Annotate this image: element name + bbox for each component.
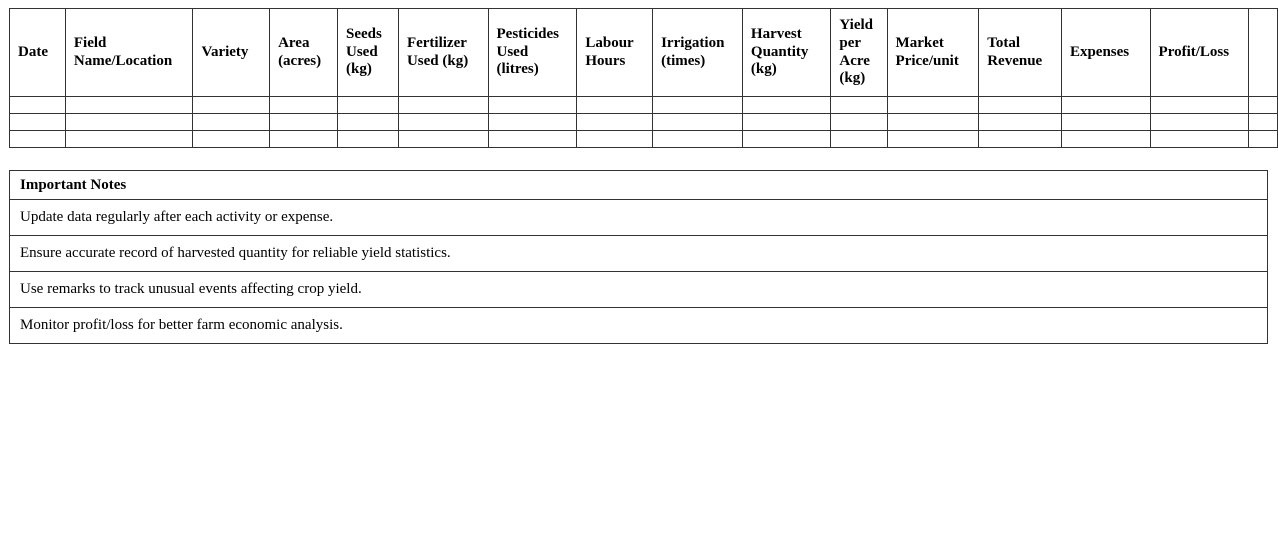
empty-data-cell xyxy=(1060,130,1151,148)
column-header-labour-hours: Labour Hours xyxy=(576,8,654,97)
empty-data-cell xyxy=(192,96,271,114)
column-header-clipped xyxy=(1248,8,1278,97)
column-header-total-revenue: Total Revenue xyxy=(978,8,1062,97)
record-table-row xyxy=(9,113,1278,131)
empty-data-cell xyxy=(1248,130,1278,148)
empty-data-cell xyxy=(652,130,743,148)
empty-data-cell xyxy=(978,113,1062,131)
empty-data-cell xyxy=(1149,130,1250,148)
empty-data-cell xyxy=(741,96,832,114)
record-table-row xyxy=(9,96,1278,114)
note-item-row: Ensure accurate record of harvested quan… xyxy=(9,235,1268,272)
empty-data-cell xyxy=(652,96,743,114)
notes-title-row: Important Notes xyxy=(9,170,1268,200)
empty-data-cell xyxy=(269,130,339,148)
empty-data-cell xyxy=(64,96,194,114)
empty-data-cell xyxy=(576,130,654,148)
empty-data-cell xyxy=(337,113,399,131)
column-header-profit-loss: Profit/Loss xyxy=(1149,8,1250,97)
empty-data-cell xyxy=(397,96,489,114)
empty-data-cell xyxy=(192,130,271,148)
empty-data-cell xyxy=(978,130,1062,148)
empty-data-cell xyxy=(741,130,832,148)
empty-data-cell xyxy=(337,130,399,148)
column-header-irrigation-times: Irrigation (times) xyxy=(652,8,743,97)
empty-data-cell xyxy=(1149,113,1250,131)
note-item-text: Update data regularly after each activit… xyxy=(9,199,1268,236)
empty-data-cell xyxy=(830,96,888,114)
note-item-text: Ensure accurate record of harvested quan… xyxy=(9,235,1268,272)
empty-data-cell xyxy=(192,113,271,131)
column-header-yield-per-acre-kg: Yield per Acre (kg) xyxy=(830,8,888,97)
empty-data-cell xyxy=(269,113,339,131)
column-header-seeds-used-kg: Seeds Used (kg) xyxy=(337,8,399,97)
empty-data-cell xyxy=(1060,113,1151,131)
empty-data-cell xyxy=(576,113,654,131)
empty-data-cell xyxy=(1060,96,1151,114)
empty-data-cell xyxy=(1149,96,1250,114)
note-item-row: Use remarks to track unusual events affe… xyxy=(9,271,1268,308)
empty-data-cell xyxy=(1248,96,1278,114)
empty-data-cell xyxy=(830,113,888,131)
empty-data-cell xyxy=(64,113,194,131)
empty-data-cell xyxy=(576,96,654,114)
notes-title: Important Notes xyxy=(9,170,1268,200)
column-header-harvest-quantity-kg: Harvest Quantity (kg) xyxy=(741,8,832,97)
important-notes-table: Important Notes Update data regularly af… xyxy=(9,170,1268,344)
empty-data-cell xyxy=(886,96,980,114)
column-header-field-name-location: Field Name/Location xyxy=(64,8,194,97)
empty-data-cell xyxy=(978,96,1062,114)
note-item-row: Update data regularly after each activit… xyxy=(9,199,1268,236)
empty-data-cell xyxy=(487,113,578,131)
column-header-market-price-unit: Market Price/unit xyxy=(886,8,980,97)
empty-data-cell xyxy=(9,96,66,114)
empty-data-cell xyxy=(397,113,489,131)
empty-data-cell xyxy=(830,130,888,148)
note-item-row: Monitor profit/loss for better farm econ… xyxy=(9,307,1268,344)
column-header-variety: Variety xyxy=(192,8,271,97)
empty-data-cell xyxy=(886,130,980,148)
empty-data-cell xyxy=(886,113,980,131)
record-table-header-row: Date Field Name/Location Variety Area (acre… xyxy=(9,8,1278,97)
empty-data-cell xyxy=(269,96,339,114)
note-item-text: Monitor profit/loss for better farm econ… xyxy=(9,307,1268,344)
empty-data-cell xyxy=(652,113,743,131)
empty-data-cell xyxy=(64,130,194,148)
empty-data-cell xyxy=(337,96,399,114)
column-header-pesticides-used-litres: Pesticides Used (litres) xyxy=(487,8,578,97)
empty-data-cell xyxy=(397,130,489,148)
column-header-expenses: Expenses xyxy=(1060,8,1151,97)
record-table-row xyxy=(9,130,1278,148)
column-header-date: Date xyxy=(9,8,66,97)
empty-data-cell xyxy=(487,130,578,148)
empty-data-cell xyxy=(741,113,832,131)
crop-record-table: Date Field Name/Location Variety Area (acre… xyxy=(9,8,1278,148)
empty-data-cell xyxy=(9,130,66,148)
empty-data-cell xyxy=(9,113,66,131)
empty-data-cell xyxy=(1248,113,1278,131)
column-header-fertilizer-used-kg: Fertilizer Used (kg) xyxy=(397,8,489,97)
empty-data-cell xyxy=(487,96,578,114)
column-header-area-acres: Area (acres) xyxy=(269,8,339,97)
note-item-text: Use remarks to track unusual events affe… xyxy=(9,271,1268,308)
